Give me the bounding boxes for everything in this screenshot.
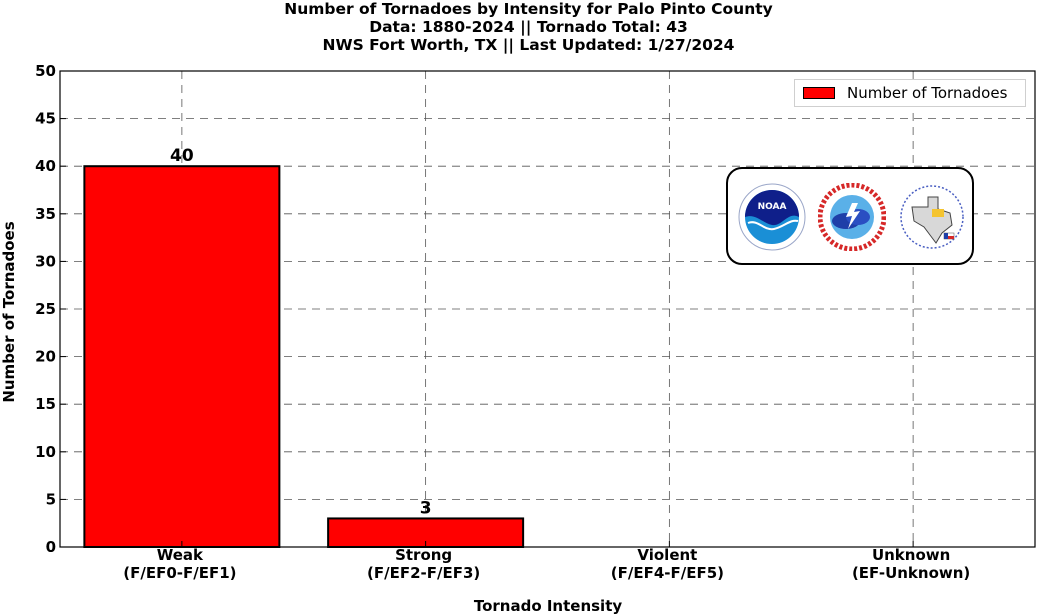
y-tick-label: 25 [35, 300, 56, 318]
x-tick-label: (EF-Unknown) [852, 564, 970, 582]
bar-value-label: 3 [420, 498, 432, 518]
title-line-1: Number of Tornadoes by Intensity for Pal… [284, 0, 773, 18]
y-tick-label: 30 [35, 252, 56, 270]
bar-value-label: 40 [170, 146, 194, 166]
x-axis-title: Tornado Intensity [474, 597, 623, 615]
y-axis-title: Number of Tornadoes [0, 221, 18, 402]
y-tick-label: 10 [35, 443, 56, 461]
chart-title: Number of Tornadoes by Intensity for Pal… [0, 0, 1037, 54]
x-tick-label: (F/EF4-F/EF5) [611, 564, 724, 582]
y-tick-label: 40 [35, 157, 56, 175]
legend-label: Number of Tornadoes [847, 84, 1008, 102]
y-tick-label: 5 [46, 490, 56, 508]
x-tick-label: Weak [157, 546, 204, 564]
axis-ticks: 0 5 10 15 20 25 30 35 40 45 50 Weak(F/EF0-F/EF1) Str… [35, 62, 970, 582]
y-tick-label: 50 [35, 62, 56, 80]
nws-logo [818, 183, 886, 251]
x-tick-label: (F/EF0-F/EF1) [123, 564, 236, 582]
x-tick-label: Unknown [872, 546, 950, 564]
x-tick-label: (F/EF2-F/EF3) [367, 564, 480, 582]
legend-swatch [803, 87, 835, 99]
nws-fort-worth-logo [899, 184, 965, 250]
title-line-2: Data: 1880-2024 || Tornado Total: 43 [369, 18, 688, 36]
svg-text:NOAA: NOAA [758, 202, 787, 212]
y-tick-label: 20 [35, 348, 56, 366]
y-tick-label: 15 [35, 395, 56, 413]
y-tick-label: 0 [46, 538, 56, 556]
noaa-logo: NOAA [738, 183, 806, 251]
bars [83, 165, 525, 549]
x-tick-label: Violent [637, 546, 697, 564]
logo-panel: NOAA [726, 167, 974, 265]
y-tick-label: 35 [35, 205, 56, 223]
legend: Number of Tornadoes [794, 79, 1026, 107]
y-tick-label: 45 [35, 110, 56, 128]
bar [83, 165, 281, 548]
data-labels: 40 3 [170, 146, 432, 518]
x-tick-label: Strong [395, 546, 452, 564]
title-line-3: NWS Fort Worth, TX || Last Updated: 1/27… [322, 36, 735, 54]
